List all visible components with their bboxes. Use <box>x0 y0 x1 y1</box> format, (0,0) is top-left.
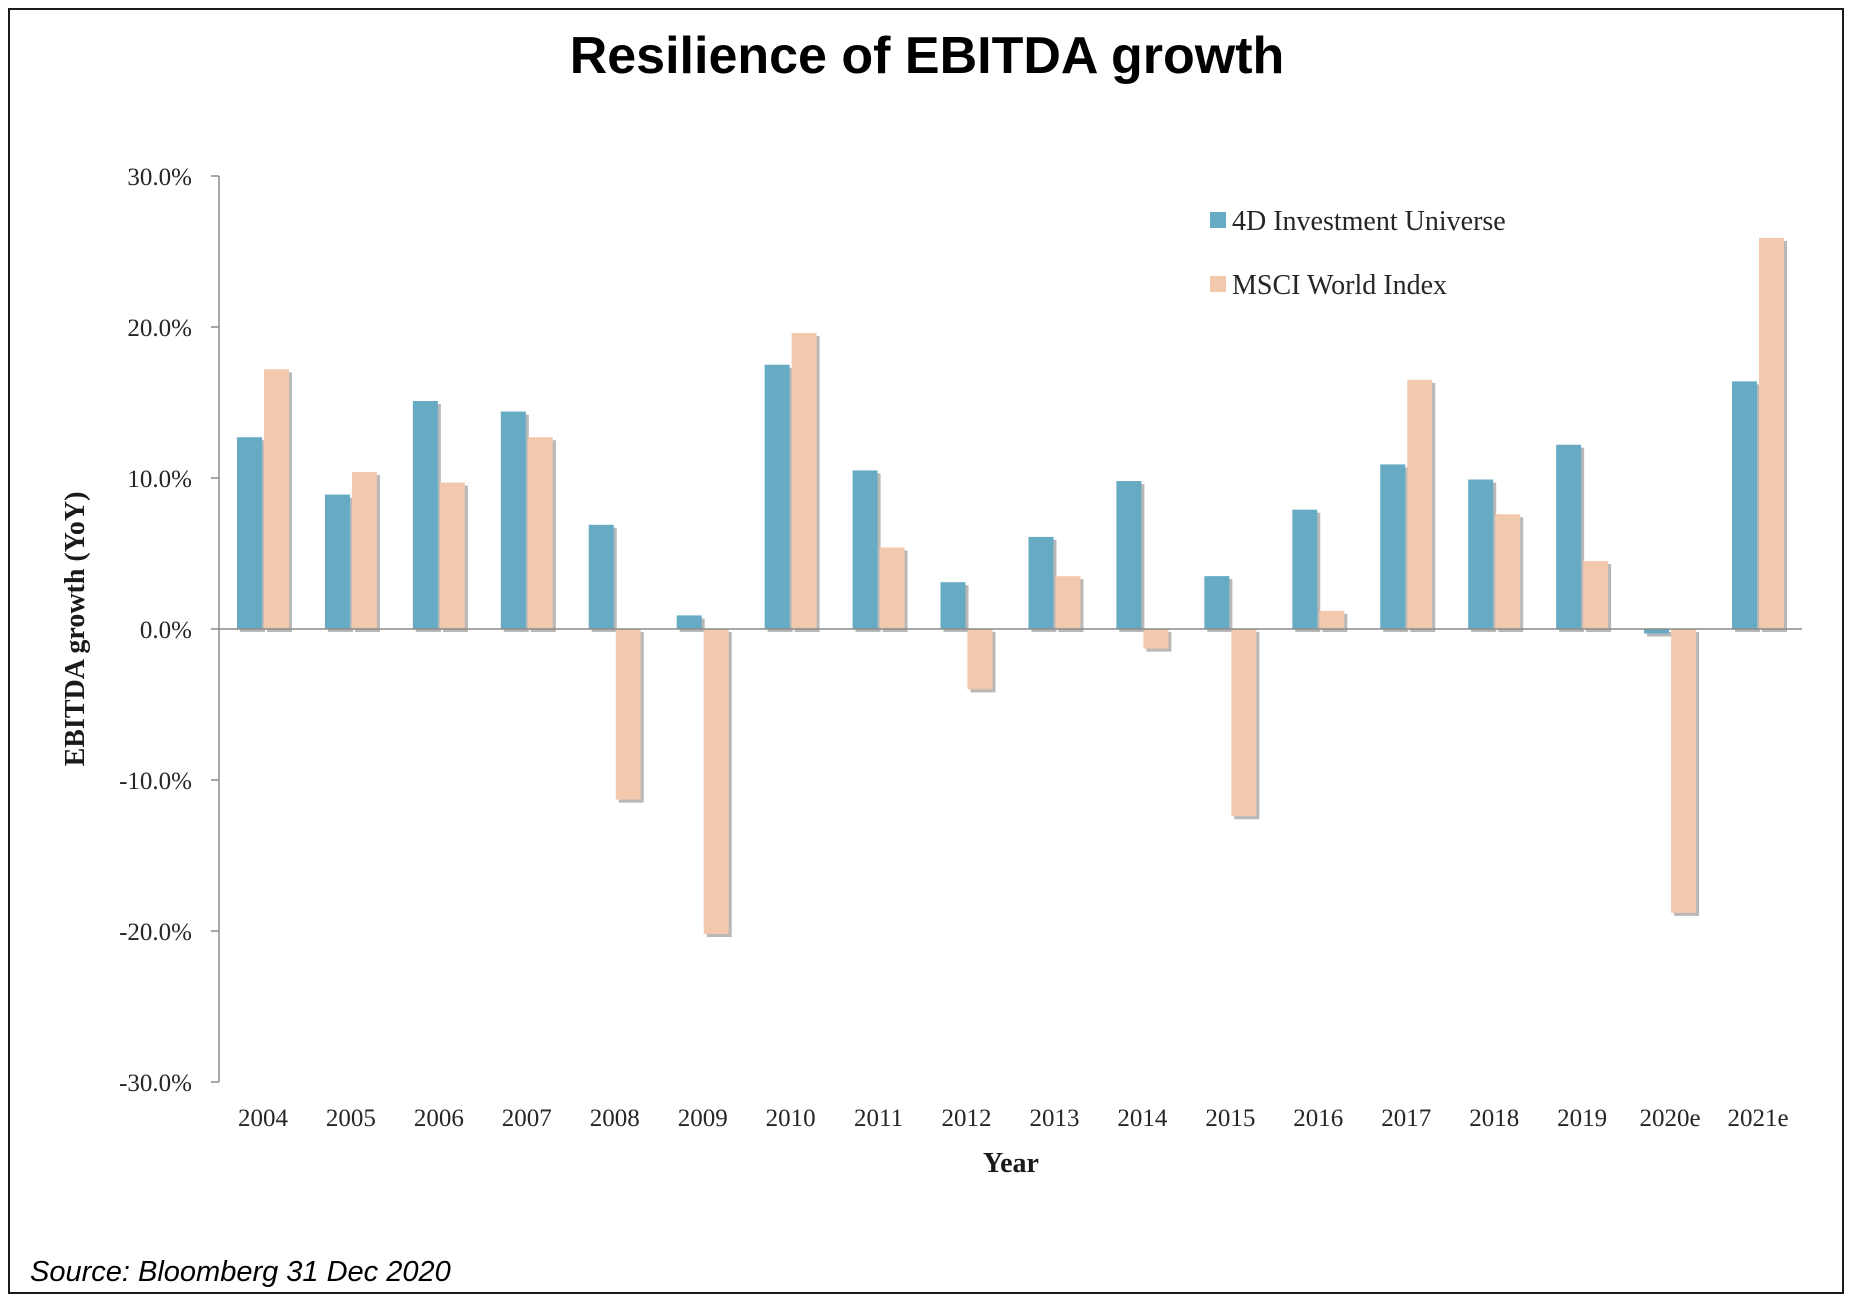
bar-4d-2015 <box>1204 576 1230 629</box>
y-tick-label: 20.0% <box>127 315 192 342</box>
chart-frame <box>8 8 1844 1294</box>
bar-4d-2017 <box>1380 464 1406 629</box>
x-axis-title: Year <box>983 1148 1039 1179</box>
bar-msci-2021e <box>1759 237 1785 629</box>
bar-4d-2008 <box>588 524 614 629</box>
chart-title: Resilience of EBITDA growth <box>569 27 1285 85</box>
x-tick-label: 2005 <box>326 1105 376 1132</box>
bar-msci-2014 <box>1143 629 1169 649</box>
legend-label-4d: 4D Investment Universe <box>1232 206 1506 237</box>
x-tick-label: 2008 <box>590 1105 640 1132</box>
bar-msci-2012 <box>967 629 993 690</box>
bar-msci-2010 <box>791 333 817 629</box>
bar-4d-2005 <box>324 494 350 629</box>
bar-msci-2016 <box>1319 610 1345 629</box>
bar-msci-2011 <box>879 547 905 629</box>
bar-shadow <box>1647 632 1673 637</box>
bar-msci-2008 <box>615 629 641 800</box>
x-tick-label: 2013 <box>1029 1105 1079 1132</box>
x-tick-label: 2006 <box>414 1105 464 1132</box>
x-tick-label: 2018 <box>1469 1105 1519 1132</box>
bar-4d-2011 <box>852 470 878 629</box>
bar-4d-2004 <box>236 437 262 629</box>
y-axis-title: EBITDA growth (YoY) <box>60 492 91 767</box>
bar-msci-2018 <box>1495 514 1521 629</box>
bar-msci-2013 <box>1055 576 1081 629</box>
x-tick-label: 2010 <box>766 1105 816 1132</box>
legend: 4D Investment Universe MSCI World Index <box>1210 206 1506 301</box>
legend-swatch-msci <box>1210 276 1226 292</box>
y-tick-label: -10.0% <box>119 768 192 795</box>
x-tick-label: 2020e <box>1640 1105 1701 1132</box>
x-tick-label: 2014 <box>1117 1105 1168 1132</box>
y-tick-label: -20.0% <box>119 919 192 946</box>
x-tick-label: 2017 <box>1381 1105 1431 1132</box>
bar-4d-2020e <box>1644 629 1670 634</box>
bar-4d-2021e <box>1732 381 1758 629</box>
legend-swatch-4d <box>1210 212 1226 228</box>
x-tick-label: 2012 <box>942 1105 992 1132</box>
bar-4d-2010 <box>764 364 790 629</box>
legend-label-msci: MSCI World Index <box>1232 270 1447 301</box>
x-tick-label: 2011 <box>854 1105 903 1132</box>
y-tick-label: 10.0% <box>127 466 192 493</box>
bar-msci-2017 <box>1407 379 1433 629</box>
bar-4d-2012 <box>940 582 966 629</box>
bar-4d-2019 <box>1556 444 1582 629</box>
bar-4d-2018 <box>1468 479 1494 629</box>
x-tick-label: 2004 <box>238 1105 289 1132</box>
bar-msci-2015 <box>1231 629 1257 817</box>
bar-4d-2016 <box>1292 509 1318 629</box>
bar-msci-2005 <box>351 471 377 629</box>
y-tick-label: 30.0% <box>127 164 192 191</box>
y-tick-label: 0.0% <box>140 617 192 644</box>
bar-4d-2006 <box>412 400 438 629</box>
bar-msci-2020e <box>1671 629 1697 913</box>
x-tick-label: 2021e <box>1727 1105 1788 1132</box>
x-tick-label: 2019 <box>1557 1105 1607 1132</box>
bar-msci-2009 <box>703 629 729 935</box>
bar-4d-2007 <box>500 411 526 629</box>
bar-msci-2004 <box>263 369 289 629</box>
bar-4d-2009 <box>676 615 702 629</box>
bar-4d-2013 <box>1028 536 1054 629</box>
y-tick-label: -30.0% <box>119 1070 192 1097</box>
bar-msci-2006 <box>439 482 465 629</box>
x-tick-label: 2009 <box>678 1105 728 1132</box>
x-tick-label: 2015 <box>1205 1105 1255 1132</box>
source-note: Source: Bloomberg 31 Dec 2020 <box>30 1256 451 1288</box>
bar-msci-2007 <box>527 437 553 629</box>
x-tick-label: 2007 <box>502 1105 552 1132</box>
x-tick-label: 2016 <box>1293 1105 1343 1132</box>
bar-msci-2019 <box>1583 561 1609 629</box>
bar-4d-2014 <box>1116 481 1142 629</box>
